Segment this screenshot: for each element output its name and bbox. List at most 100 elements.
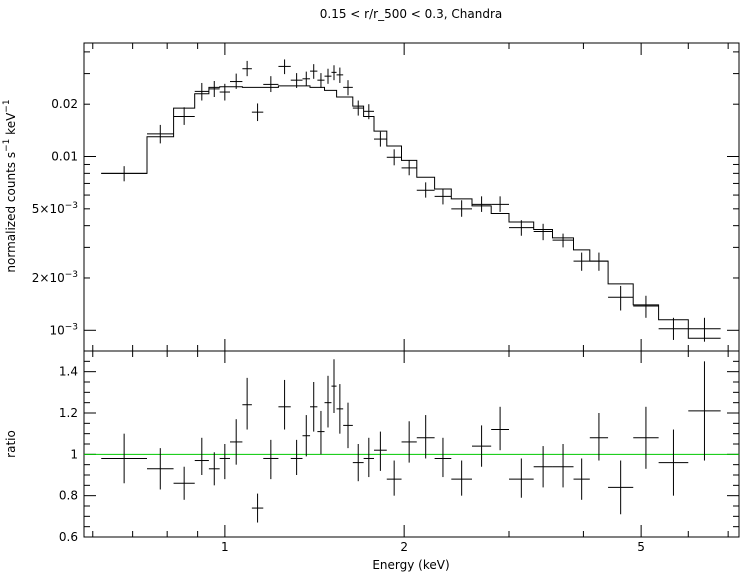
spectrum-data-point — [219, 83, 231, 101]
x-axis-label: Energy (keV) — [372, 558, 449, 572]
ratio-panel-frame — [83, 350, 740, 538]
ratio-y-ticks: 0.6 0.8 1 1.2 1.4 — [59, 350, 739, 544]
spectrum-data-point — [101, 166, 148, 182]
spectrum-y-tick-label: 5×10−3 — [32, 201, 78, 216]
ratio-data-point — [533, 446, 553, 488]
ratio-data-point — [230, 419, 243, 465]
ratio-data-point — [688, 361, 721, 461]
spectrum-data-point — [290, 73, 303, 88]
spectrum-data-points — [101, 59, 721, 342]
ratio-data-point — [589, 413, 609, 461]
ratio-data-point — [352, 444, 364, 482]
spectrum-data-point — [472, 196, 492, 212]
ratio-data-point — [658, 429, 689, 496]
spectrum-data-point — [343, 80, 353, 96]
spectrum-data-point — [336, 67, 344, 83]
ratio-data-point — [251, 493, 264, 523]
spectrum-data-point — [573, 252, 590, 271]
spectrum-data-point — [324, 68, 332, 84]
spectrum-data-point — [633, 295, 659, 318]
ratio-data-point — [472, 425, 492, 467]
spectrum-data-point — [302, 71, 311, 86]
spectrum-data-point — [208, 80, 220, 98]
spectrum-data-point — [363, 104, 375, 120]
ratio-data-point — [173, 466, 195, 500]
x-tick-label: 2 — [400, 540, 408, 554]
ratio-data-point — [573, 458, 590, 500]
spectrum-model-histogram — [101, 85, 721, 339]
ratio-data-points — [101, 359, 721, 523]
spectrum-data-point — [278, 59, 291, 75]
model-step-line — [101, 85, 721, 339]
spectrum-data-point — [242, 60, 252, 77]
ratio-data-point — [343, 402, 353, 449]
spectrum-data-point — [533, 223, 553, 241]
ratio-data-point — [324, 375, 332, 428]
spectrum-data-point — [552, 233, 574, 248]
x-tick-label: 5 — [637, 540, 645, 554]
ratio-y-axis-label: ratio — [4, 430, 18, 458]
spectrum-data-point — [352, 100, 364, 116]
ratio-y-tick-label: 1.2 — [59, 406, 78, 420]
x-tick-label: 1 — [221, 540, 229, 554]
ratio-data-point — [278, 379, 291, 430]
ratio-data-point — [374, 431, 387, 471]
spectrum-data-point — [374, 131, 387, 147]
ratio-data-point — [302, 415, 311, 457]
spectrum-data-point — [263, 76, 279, 93]
ratio-data-point — [633, 406, 659, 469]
spectrum-y-axis-label: normalized counts s−1 keV−1 — [2, 99, 18, 272]
spectrum-y-tick-label: 0.02 — [51, 97, 78, 111]
spectrum-data-point — [434, 189, 452, 205]
ratio-data-point — [242, 377, 252, 430]
ratio-data-point — [363, 437, 375, 478]
spectrum-data-point — [509, 220, 534, 236]
spectrum-data-point — [608, 285, 634, 311]
spectrum-data-point — [310, 64, 318, 79]
spectrum-data-point — [451, 200, 473, 217]
ratio-data-point — [194, 437, 209, 475]
spectrum-data-point — [230, 73, 243, 89]
spectrum-y-ticks: 0.02 0.01 5×10−3 2×10−3 10−3 — [32, 51, 739, 337]
ratio-data-point — [147, 448, 174, 490]
spectrum-y-tick-label: 2×10−3 — [32, 270, 78, 285]
spectrum-y-tick-label: 0.01 — [51, 150, 78, 164]
ratio-data-point — [401, 421, 417, 463]
ratio-data-point — [386, 460, 402, 496]
ratio-data-point — [509, 458, 534, 498]
spectrum-data-point — [251, 103, 264, 122]
spectrum-data-point — [147, 124, 174, 144]
ratio-data-point — [331, 359, 337, 413]
spectrum-data-point — [173, 107, 195, 125]
spectrum-data-point — [589, 252, 609, 271]
chart-title: 0.15 < r/r_500 < 0.3, Chandra — [320, 7, 502, 21]
ratio-x-ticks: 1 2 5 — [92, 43, 729, 554]
ratio-y-tick-label: 0.6 — [59, 530, 78, 544]
ratio-data-point — [416, 415, 435, 459]
ratio-y-tick-label: 1 — [70, 447, 78, 461]
ratio-data-point — [310, 382, 318, 432]
ratio-y-tick-label: 0.8 — [59, 489, 78, 503]
spectrum-data-point — [386, 149, 402, 166]
ratio-y-tick-label: 1.4 — [59, 365, 78, 379]
ratio-data-point — [336, 384, 344, 434]
spectrum-data-point — [194, 82, 209, 101]
spectrum-data-point — [331, 65, 337, 81]
spectrum-y-tick-label: 10−3 — [49, 322, 78, 337]
spectrum-data-point — [401, 160, 417, 176]
ratio-data-point — [208, 452, 220, 486]
ratio-data-point — [219, 444, 231, 480]
spectrum-data-point — [491, 196, 510, 212]
ratio-data-point — [608, 460, 634, 515]
ratio-data-point — [434, 437, 452, 478]
ratio-data-point — [263, 439, 279, 480]
ratio-data-point — [552, 444, 574, 488]
ratio-data-point — [451, 460, 473, 496]
ratio-data-point — [491, 406, 510, 451]
ratio-data-point — [290, 439, 303, 475]
spectrum-data-point — [416, 182, 435, 198]
ratio-data-point — [317, 410, 325, 455]
spectrum-data-point — [658, 317, 689, 340]
ratio-data-point — [101, 433, 148, 484]
